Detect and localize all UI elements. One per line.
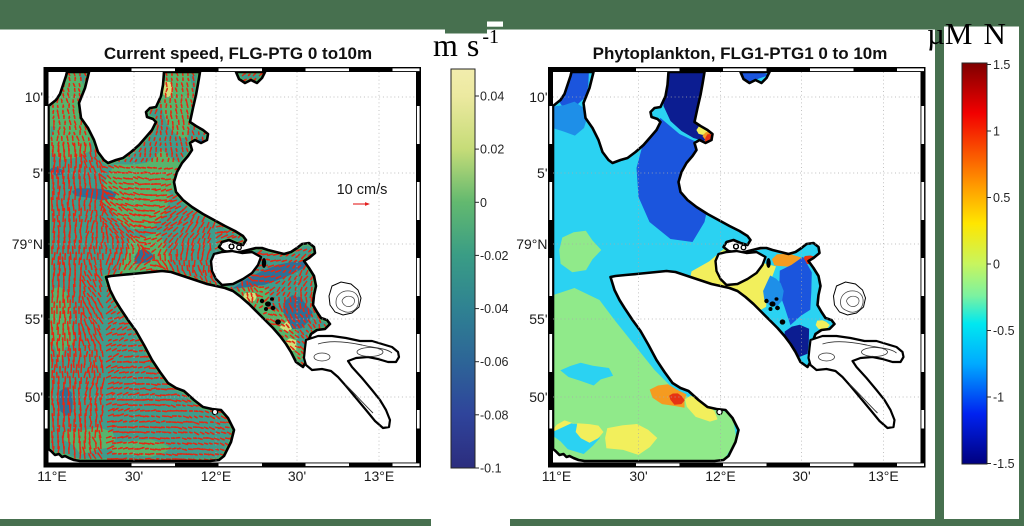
- svg-text:0: 0: [480, 196, 487, 210]
- svg-text:5': 5': [537, 165, 547, 181]
- svg-text:11°E: 11°E: [37, 468, 66, 484]
- svg-text:1: 1: [993, 125, 1000, 139]
- svg-text:-1.5: -1.5: [993, 457, 1015, 471]
- svg-text:10 cm/s: 10 cm/s: [337, 182, 388, 198]
- svg-text:12°E: 12°E: [705, 468, 736, 484]
- svg-text:13°E: 13°E: [364, 468, 395, 484]
- svg-text:-0.02: -0.02: [480, 249, 509, 263]
- svg-text:-0.04: -0.04: [480, 302, 509, 316]
- svg-text:30': 30': [629, 468, 647, 484]
- svg-text:10': 10': [25, 89, 43, 105]
- svg-text:55': 55': [529, 311, 547, 327]
- svg-text:30': 30': [792, 468, 810, 484]
- svg-text:11°E: 11°E: [542, 468, 571, 484]
- svg-text:-0.08: -0.08: [480, 408, 509, 422]
- svg-text:50': 50': [529, 389, 547, 405]
- svg-text:0.5: 0.5: [993, 191, 1010, 205]
- svg-text:Current speed, FLG-PTG 0 to10m: Current speed, FLG-PTG 0 to10m: [104, 44, 372, 63]
- svg-text:Phytoplankton, FLG1-PTG1 0 to: Phytoplankton, FLG1-PTG1 0 to 10m: [593, 44, 888, 63]
- svg-text:10': 10': [529, 89, 547, 105]
- svg-text:50': 50': [25, 389, 43, 405]
- svg-text:-0.1: -0.1: [480, 462, 502, 476]
- svg-text:30': 30': [125, 468, 143, 484]
- svg-text:0.04: 0.04: [480, 90, 504, 104]
- svg-text:79°N: 79°N: [12, 236, 43, 252]
- svg-text:0.02: 0.02: [480, 143, 504, 157]
- svg-text:-0.5: -0.5: [993, 324, 1015, 338]
- svg-text:-0.06: -0.06: [480, 355, 509, 369]
- svg-text:30': 30': [288, 468, 306, 484]
- svg-text:-1: -1: [993, 391, 1004, 405]
- svg-text:79°N: 79°N: [516, 236, 547, 252]
- svg-text:1.5: 1.5: [993, 58, 1010, 72]
- svg-text:0: 0: [993, 258, 1000, 272]
- svg-text:55': 55': [25, 311, 43, 327]
- svg-text:5': 5': [33, 165, 43, 181]
- svg-text:13°E: 13°E: [868, 468, 899, 484]
- svg-text:12°E: 12°E: [201, 468, 232, 484]
- svg-text:µMN: µM N: [927, 16, 1006, 51]
